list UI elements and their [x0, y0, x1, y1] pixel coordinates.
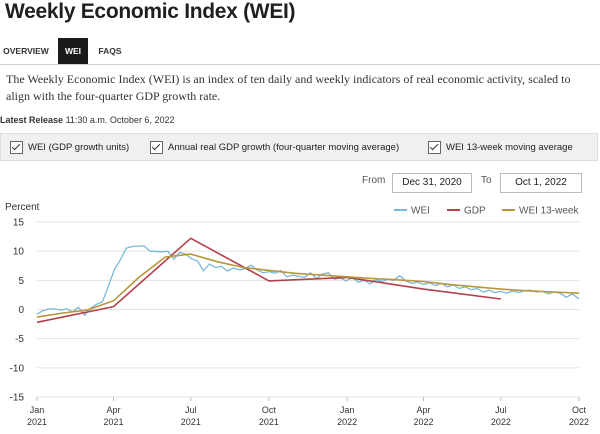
tab-wei[interactable]: WEI	[58, 38, 88, 64]
x-tick-year: 2022	[337, 417, 357, 427]
from-date-input[interactable]: Dec 31, 2020	[392, 173, 472, 193]
x-tick-year: 2021	[181, 417, 201, 427]
description-text: The Weekly Economic Index (WEI) is an in…	[6, 72, 571, 103]
toggle-gdp[interactable]: Annual real GDP growth (four-quarter mov…	[150, 141, 399, 154]
y-tick-label: -10	[10, 363, 25, 374]
y-tick-label: 10	[13, 247, 25, 258]
x-tick-month: Jan	[340, 405, 355, 415]
y-axis-label: Percent	[5, 202, 40, 213]
page-title: Weekly Economic Index (WEI)	[5, 0, 296, 23]
release-label: Latest Release	[0, 115, 64, 125]
x-tick-month: Oct	[262, 405, 277, 415]
toggle-wei13[interactable]: WEI 13-week moving average	[428, 141, 573, 154]
y-tick-label: 0	[18, 305, 24, 316]
legend-label-wei[interactable]: WEI	[411, 206, 430, 217]
y-tick-label: -15	[10, 393, 25, 404]
toggle-wei[interactable]: WEI (GDP growth units)	[10, 141, 129, 154]
checkbox-icon[interactable]	[10, 141, 23, 154]
series-line-gdp	[36, 237, 501, 324]
to-label: To	[481, 175, 492, 186]
x-tick-month: Apr	[106, 405, 120, 415]
release-info: Latest Release 11:30 a.m. October 6, 202…	[0, 115, 174, 125]
legend-label-wei13[interactable]: WEI 13-week	[519, 206, 579, 217]
series-toggle-bar: WEI (GDP growth units) Annual real GDP g…	[0, 133, 598, 161]
wei-chart: Percent 15 10 5 0 -5 -10 -15 Jan 2021 Apr 2021 Jul 2…	[5, 202, 589, 427]
x-tick-year: 2021	[27, 417, 47, 427]
x-tick-month: Jul	[185, 405, 197, 415]
y-tick-label: 5	[18, 276, 24, 287]
x-tick-year: 2022	[414, 417, 434, 427]
toggle-gdp-label: Annual real GDP growth (four-quarter mov…	[168, 142, 400, 153]
y-tick-label: -5	[15, 334, 24, 345]
toggle-wei-label: WEI (GDP growth units)	[28, 142, 130, 153]
toggle-wei13-label: WEI 13-week moving average	[446, 142, 573, 153]
series-line-wei	[36, 245, 580, 316]
x-tick-year: 2022	[569, 417, 589, 427]
y-tick-label: 15	[13, 218, 25, 229]
tab-overview[interactable]: OVERVIEW	[3, 46, 49, 56]
from-label: From	[362, 175, 386, 186]
checkbox-icon[interactable]	[428, 141, 441, 154]
tab-faqs[interactable]: FAQS	[98, 46, 122, 56]
x-tick-month: Jan	[30, 405, 45, 415]
series-line-wei13	[36, 253, 580, 318]
to-date-input[interactable]: Oct 1, 2022	[500, 173, 582, 193]
legend-label-gdp[interactable]: GDP	[464, 206, 486, 217]
x-tick-year: 2021	[259, 417, 279, 427]
x-tick-year: 2021	[103, 417, 123, 427]
x-tick-month: Jul	[495, 405, 507, 415]
x-tick-month: Oct	[572, 405, 587, 415]
x-tick-year: 2022	[491, 417, 511, 427]
x-tick-month: Apr	[417, 405, 431, 415]
checkbox-icon[interactable]	[150, 141, 163, 154]
tab-bar: OVERVIEW WEI FAQS	[0, 38, 600, 65]
release-value: 11:30 a.m. October 6, 2022	[65, 115, 175, 125]
